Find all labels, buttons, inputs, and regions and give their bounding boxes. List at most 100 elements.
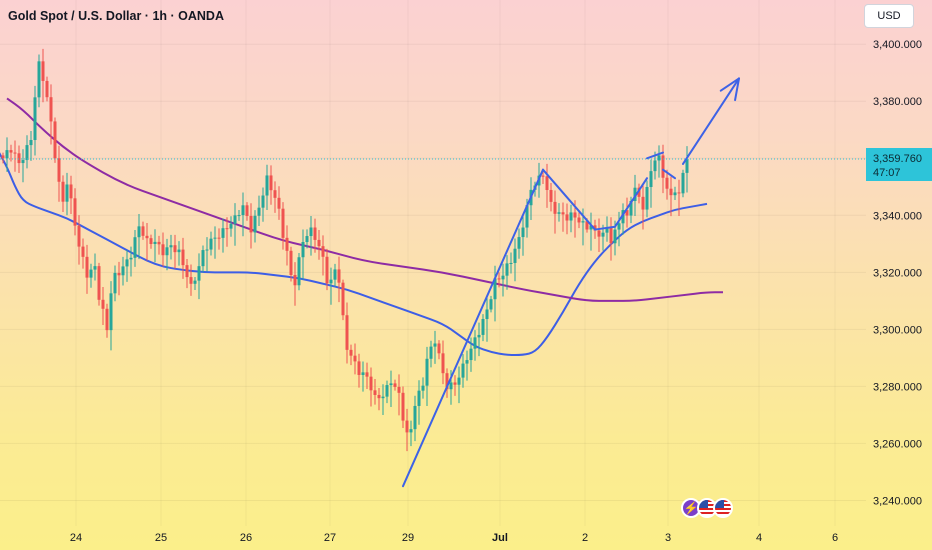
candle [381,384,385,416]
candle [349,344,353,366]
trend-line[interactable] [662,168,676,180]
candle [109,281,113,351]
candle [393,379,397,391]
candle [269,165,273,205]
candle [101,287,105,325]
candle [493,265,497,322]
candle [429,340,433,368]
candle [345,302,349,364]
ma-long-line [6,97,723,302]
candle [681,169,685,198]
candle [641,184,645,230]
candle [121,256,125,286]
y-tick-label: 3,260.000 [873,438,922,450]
candle [137,214,141,260]
trend-line[interactable] [594,225,616,231]
candle [377,388,381,411]
candle [497,272,501,288]
candle [141,221,145,240]
candle [301,229,305,280]
x-tick-label: 27 [324,532,336,544]
candle [425,346,429,406]
candle [609,217,613,261]
candle [245,202,249,221]
trend-line[interactable] [542,168,596,231]
y-tick-label: 3,240.000 [873,495,922,507]
candle [221,218,225,253]
candle [417,380,421,425]
candle [277,186,281,220]
candle [545,163,549,208]
candle [325,248,329,291]
trend-arrow[interactable] [682,77,740,165]
economic-events[interactable]: ⚡ [681,498,733,518]
candle [557,203,561,222]
currency-button[interactable]: USD [864,4,914,28]
candle [21,149,25,183]
candle [457,366,461,404]
candle [569,204,573,233]
candle [225,217,229,247]
candle [241,192,245,237]
candle [389,370,393,407]
chart-title: Gold Spot / U.S. Dollar · 1h · OANDA [8,9,224,23]
lightning-event-icon[interactable]: ⚡ [681,498,701,518]
candle [65,172,69,216]
candle [213,226,217,259]
candle [53,117,57,163]
candle [549,183,553,212]
candle [293,262,297,306]
y-tick-label: 3,340.000 [873,210,922,222]
candle [421,377,425,399]
candle [105,303,109,338]
trend-line[interactable] [402,168,544,488]
candle [93,253,97,281]
candle [621,203,625,235]
candle [589,212,593,251]
bar-countdown: 47:07 [873,167,901,179]
current-price-value: 3,359.760 [873,153,922,165]
candle [461,354,465,388]
candle [69,175,73,214]
y-tick-label: 3,300.000 [873,324,922,336]
trend-line[interactable] [614,177,648,228]
x-axis[interactable]: 24 25 26 27 29 Jul 2 3 4 6 [70,532,838,544]
candle [625,197,629,228]
candle [385,380,389,404]
y-axis[interactable]: 3,400.0003,380.0003,360.0003,340.0003,32… [873,39,922,507]
arrow-head [734,77,740,102]
candle [133,230,137,267]
candle [353,343,357,375]
candle [405,408,409,452]
candle [441,340,445,385]
candle [45,76,49,102]
candle [329,267,333,305]
candle [409,420,413,447]
candle [437,340,441,360]
candle [565,203,569,235]
candle [249,203,253,249]
candle [285,225,289,266]
x-tick-label: 3 [665,532,671,544]
candle [673,186,677,201]
candle [161,232,165,267]
x-tick-label: 4 [756,532,762,544]
candle [473,330,477,361]
x-tick-label: 29 [402,532,414,544]
candle [469,337,473,372]
trend-line[interactable] [646,151,664,160]
candle [649,159,653,208]
candle [617,211,621,247]
candle [561,202,565,232]
candle [397,374,401,416]
candle [145,223,149,261]
candle [125,250,129,282]
candle [365,362,369,390]
trend-annotations[interactable] [402,77,740,488]
candle [433,330,437,364]
candle [77,215,81,265]
candle [41,48,45,103]
candle [541,171,545,184]
us-flag-icon-2[interactable] [713,498,733,518]
